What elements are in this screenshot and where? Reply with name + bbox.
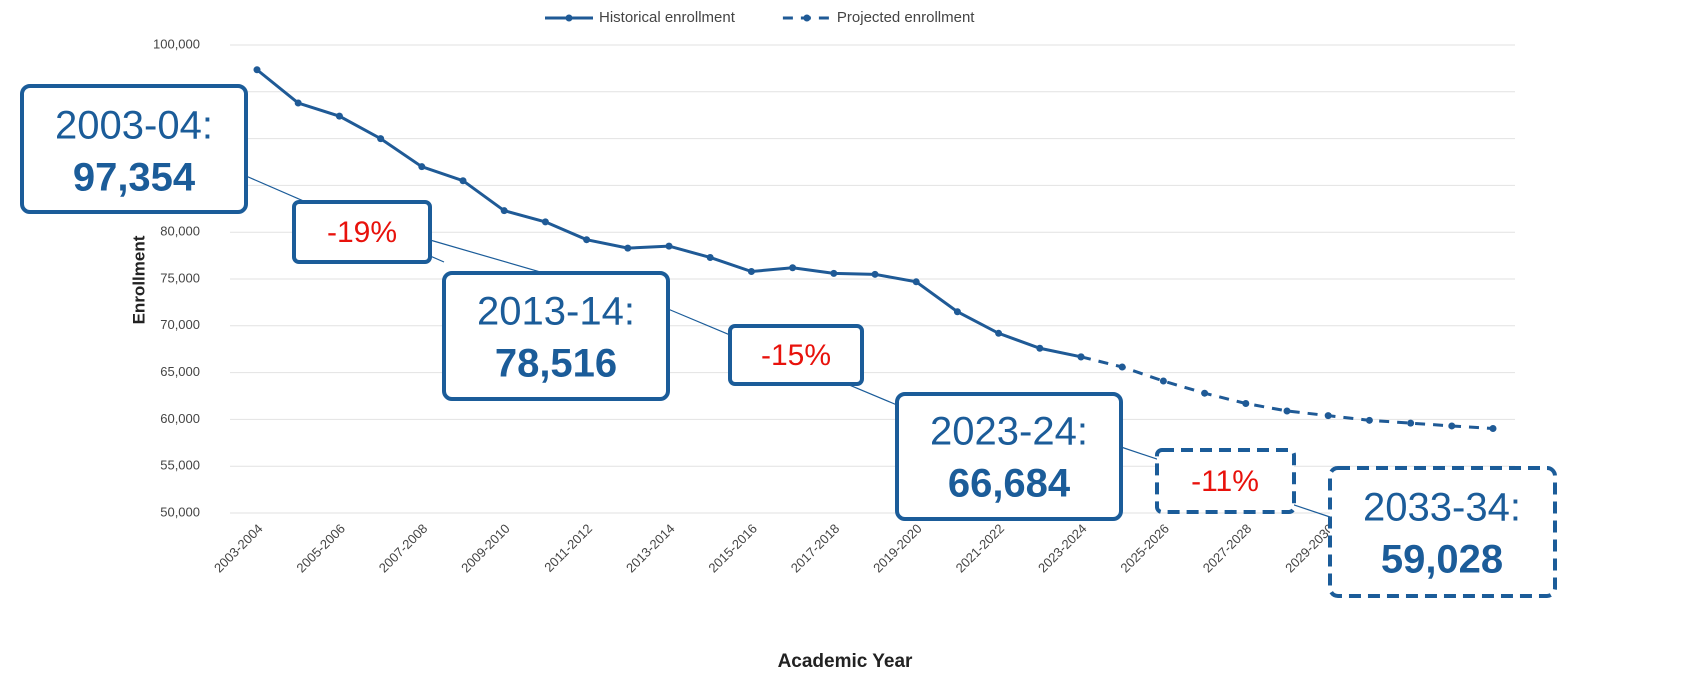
data-point (541, 218, 549, 226)
data-point (1489, 424, 1497, 432)
x-tick-label: 2009-2010 (458, 521, 513, 576)
data-point (583, 236, 591, 244)
x-tick-label: 2007-2008 (376, 521, 431, 576)
data-point (830, 269, 838, 277)
annotations: 2003-04: 97,354 -19% 2013-14: 78,516 -15… (20, 84, 1557, 598)
annotation-value: 78,516 (495, 342, 617, 386)
data-point (1407, 419, 1415, 427)
y-tick-label: 70,000 (160, 317, 200, 332)
y-tick-label: 60,000 (160, 411, 200, 426)
y-tick-label: 100,000 (153, 36, 200, 51)
legend-marker (803, 14, 811, 22)
annotation-box (442, 271, 670, 401)
data-point (335, 112, 343, 120)
x-tick-label: 2003-2004 (211, 521, 266, 576)
change-box (292, 200, 432, 264)
data-point (1077, 353, 1085, 361)
data-point (871, 270, 879, 278)
annotation-value: 59,028 (1381, 538, 1503, 582)
data-point (1448, 422, 1456, 430)
x-tick-label: 2017-2018 (788, 521, 843, 576)
change-label: -19% (327, 216, 397, 249)
data-point (1159, 377, 1167, 385)
annotation-year: 2023-24: (930, 410, 1088, 454)
y-axis-label: Enrollment (129, 235, 148, 324)
annotation-value: 97,354 (73, 156, 196, 200)
annotation-box (20, 84, 248, 214)
data-point (418, 163, 426, 171)
legend-label: Projected enrollment (837, 9, 975, 26)
x-tick-label: 2027-2028 (1200, 521, 1255, 576)
x-tick-label: 2025-2026 (1117, 521, 1172, 576)
data-point (1036, 344, 1044, 352)
y-tick-label: 50,000 (160, 504, 200, 519)
data-point (500, 207, 508, 215)
data-point (377, 135, 385, 143)
data-point (1118, 363, 1126, 371)
legend-label: Historical enrollment (599, 9, 736, 26)
x-tick-label: 2029-2030 (1282, 521, 1337, 576)
series-line (1080, 355, 1494, 430)
plot: 50,000 55,000 60,000 65,000 70,000 75,000 80,0… (153, 9, 1515, 576)
annotation-value: 66,684 (948, 462, 1071, 506)
data-point (747, 268, 755, 276)
legend-marker (565, 14, 573, 22)
data-point (706, 253, 714, 261)
annotation-year: 2033-34: (1363, 486, 1521, 530)
y-tick-label: 65,000 (160, 364, 200, 379)
data-point (912, 278, 920, 286)
y-tick-label: 55,000 (160, 458, 200, 473)
data-point (1365, 416, 1373, 424)
data-point (789, 264, 797, 272)
x-axis-label: Academic Year (778, 651, 913, 672)
data-point (624, 244, 632, 252)
data-point (253, 66, 261, 74)
x-tick-label: 2023-2024 (1035, 521, 1090, 576)
change-box (728, 324, 864, 386)
x-tick-label: 2011-2012 (541, 521, 595, 575)
data-point (1283, 407, 1291, 415)
data-point (665, 242, 673, 250)
x-tick-label: 2005-2006 (293, 521, 348, 576)
annotation-box (1328, 466, 1557, 598)
x-tick-label: 2015-2016 (705, 521, 760, 576)
data-point (294, 99, 302, 107)
change-box (1155, 448, 1296, 514)
x-tick-label: 2013-2014 (623, 521, 678, 576)
data-point (995, 329, 1003, 337)
change-label: -11% (1191, 465, 1259, 498)
data-point (1201, 389, 1209, 397)
x-tick-label: 2019-2020 (870, 521, 925, 576)
x-tick-label: 2021-2022 (953, 521, 1008, 576)
y-tick-label: 75,000 (160, 270, 200, 285)
data-point (953, 308, 961, 316)
annotation-box (895, 392, 1123, 521)
annotation-year: 2003-04: (55, 104, 213, 148)
data-point (459, 177, 467, 185)
annotation-year: 2013-14: (477, 290, 635, 334)
data-point (1324, 412, 1332, 420)
change-label: -15% (761, 339, 831, 372)
y-tick-label: 80,000 (160, 224, 200, 239)
data-point (1242, 399, 1250, 407)
